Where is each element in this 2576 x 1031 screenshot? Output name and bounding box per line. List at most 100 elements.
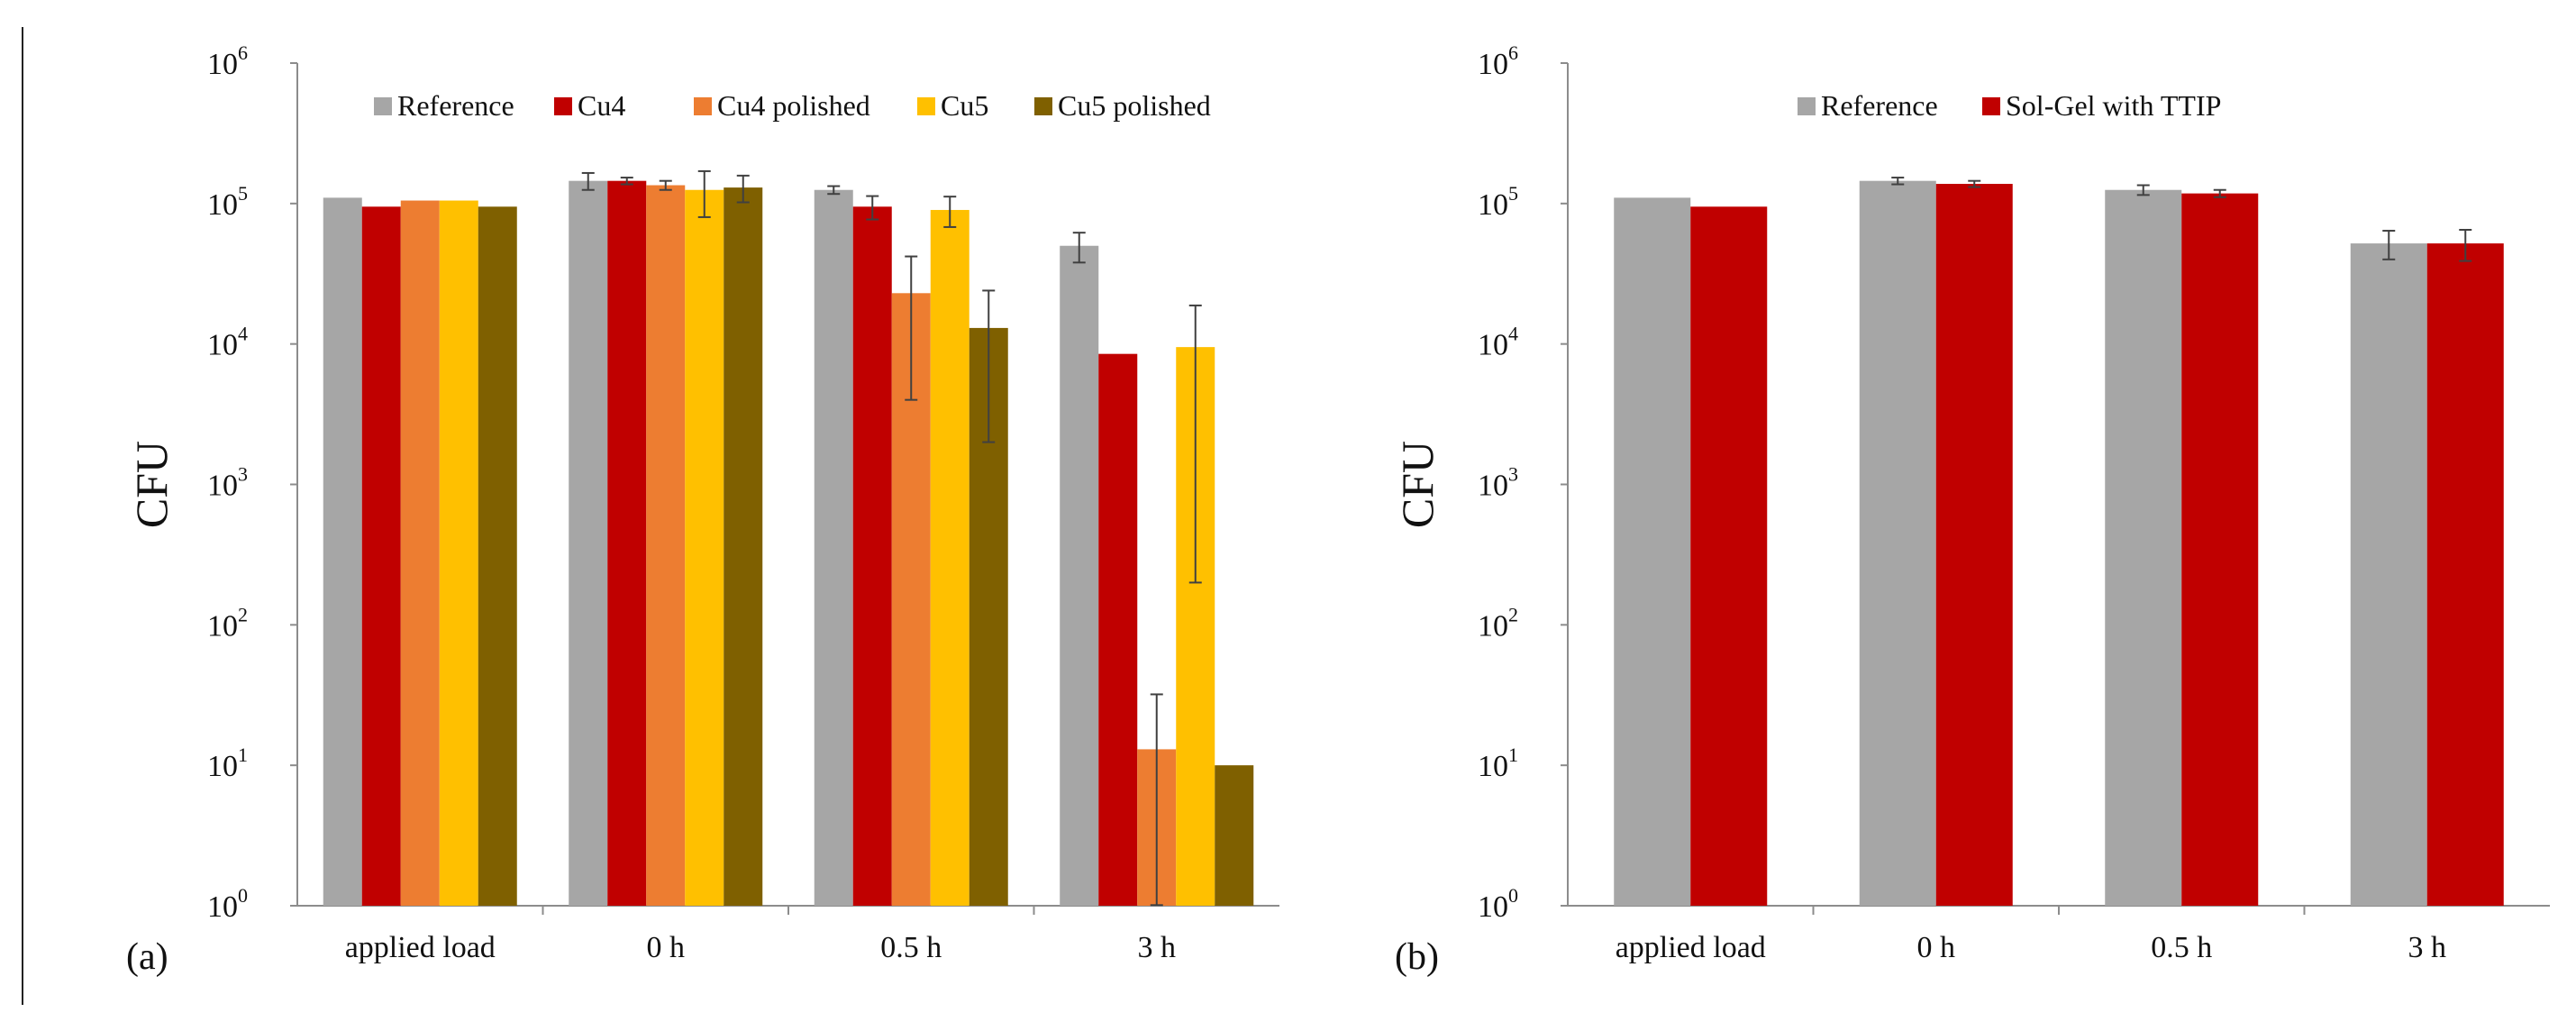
y-tick-exponent: 1: [238, 744, 248, 766]
y-tick-exponent: 5: [238, 182, 248, 205]
legend-label: Cu5 polished: [1058, 89, 1211, 122]
y-tick-exponent: 3: [238, 463, 248, 486]
y-tick-label: 106: [207, 41, 248, 81]
error-bar: [697, 169, 711, 218]
y-tick-label: 100: [207, 884, 248, 924]
error-bar: [2382, 230, 2396, 260]
y-tick-label: 100: [1478, 884, 1518, 924]
y-tick-exponent: 2: [1508, 603, 1518, 625]
x-tick-label: 3 h: [2408, 931, 2447, 964]
error-bar: [2136, 184, 2150, 196]
bar-sol-gel-with-ttip: [1690, 206, 1768, 906]
bar-sol-gel-with-ttip: [1935, 184, 2013, 906]
y-tick-base: 10: [207, 609, 238, 643]
y-tick-exponent: 4: [238, 323, 248, 345]
legend-item: Reference: [1798, 89, 1938, 122]
y-tick-label: 102: [207, 603, 248, 643]
legend: Reference Cu4 Cu4 polished Cu5 Cu5 polished: [374, 89, 1211, 122]
error-bar: [1891, 177, 1905, 186]
y-tick-exponent: 3: [1508, 463, 1518, 486]
legend: Reference Sol-Gel with TTIP: [1798, 89, 2221, 122]
y-tick-exponent: 6: [238, 41, 248, 64]
bar-sol-gel-with-ttip: [2181, 193, 2259, 906]
bar-cu4: [607, 180, 647, 906]
error-bar: [659, 179, 672, 191]
y-tick-exponent: 5: [1508, 182, 1518, 205]
y-tick-base: 10: [1478, 750, 1508, 783]
x-tick-label: applied load: [345, 931, 496, 964]
bar-reference: [2350, 243, 2427, 906]
y-tick-base: 10: [207, 750, 238, 783]
y-tick-label: 106: [1478, 41, 1518, 81]
y-tick-label: 101: [1478, 744, 1518, 783]
y-tick-label: 101: [207, 744, 248, 783]
y-tick-label: 104: [1478, 323, 1518, 362]
error-bar: [736, 174, 750, 204]
legend-item: Cu5: [917, 89, 988, 122]
y-tick-base: 10: [1478, 48, 1508, 81]
legend-label: Reference: [397, 89, 514, 122]
x-tick-label: 0.5 h: [880, 931, 942, 964]
x-tick-label: 3 h: [1138, 931, 1177, 964]
legend-swatch: [1982, 97, 2000, 115]
y-tick-base: 10: [1478, 609, 1508, 643]
error-bar: [1188, 304, 1202, 584]
x-tick-label: 0 h: [1917, 931, 1956, 964]
y-tick-base: 10: [207, 890, 238, 924]
y-tick-exponent: 4: [1508, 323, 1518, 345]
legend-swatch: [1034, 97, 1052, 115]
panel-label: (b): [1395, 936, 1439, 978]
error-bar: [905, 255, 918, 401]
y-tick-exponent: 2: [238, 603, 248, 625]
bar-reference: [2105, 189, 2182, 907]
bar-cu5: [439, 200, 478, 906]
y-axis-label: CFU: [1392, 441, 1443, 528]
legend-label: Cu4 polished: [717, 89, 870, 122]
y-tick-base: 10: [1478, 188, 1508, 222]
bar-reference: [323, 197, 362, 906]
x-tick-label: applied load: [1616, 931, 1766, 964]
legend-label: Reference: [1821, 89, 1938, 122]
y-tick-exponent: 6: [1508, 41, 1518, 64]
error-bar: [866, 195, 879, 221]
legend-label: Cu5: [941, 89, 988, 122]
bar-reference: [569, 180, 608, 906]
y-tick-label: 102: [1478, 603, 1518, 643]
error-bar: [1150, 693, 1163, 907]
y-tick-base: 10: [1478, 470, 1508, 503]
legend-item: Cu4: [554, 89, 625, 122]
error-bar: [581, 171, 595, 191]
bar-cu4: [361, 206, 401, 906]
legend-item: Reference: [374, 89, 514, 122]
bar-cu5: [685, 189, 724, 907]
y-tick-label: 103: [1478, 463, 1518, 503]
bar-sol-gel-with-ttip: [2426, 243, 2504, 906]
error-bar: [1968, 179, 1981, 188]
y-axis-label: CFU: [126, 441, 177, 528]
legend-item: Sol-Gel with TTIP: [1982, 89, 2221, 122]
legend-swatch: [694, 97, 712, 115]
bar-cu5-polished: [1215, 765, 1254, 906]
bar-reference: [814, 189, 853, 907]
legend-item: Cu5 polished: [1034, 89, 1211, 122]
legend-swatch: [1798, 97, 1816, 115]
bar-cu4-polished: [400, 200, 440, 906]
y-tick-exponent: 0: [1508, 884, 1518, 907]
legend-swatch: [917, 97, 935, 115]
y-tick-label: 105: [1478, 182, 1518, 222]
y-tick-label: 105: [207, 182, 248, 222]
legend-swatch: [374, 97, 392, 115]
error-bar: [827, 185, 841, 196]
y-tick-base: 10: [1478, 329, 1508, 362]
x-tick-label: 0 h: [647, 931, 686, 964]
y-tick-base: 10: [1478, 890, 1508, 924]
bar-reference: [1060, 245, 1099, 906]
y-tick-base: 10: [207, 470, 238, 503]
error-bar: [2213, 188, 2226, 198]
error-bar: [982, 289, 996, 443]
legend-label: Sol-Gel with TTIP: [2006, 89, 2221, 122]
bar-cu5-polished: [478, 206, 517, 906]
bar-reference: [1859, 180, 1936, 906]
y-tick-base: 10: [207, 329, 238, 362]
